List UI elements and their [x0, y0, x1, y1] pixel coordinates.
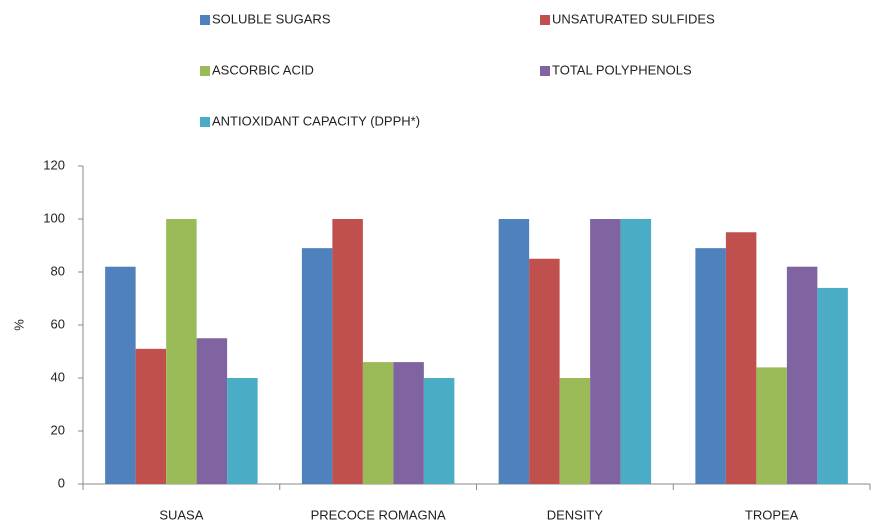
y-tick-label: 60: [51, 316, 65, 331]
x-tick-label: SUASA: [159, 507, 203, 522]
bar: [695, 248, 726, 484]
y-tick-label: 20: [51, 422, 65, 437]
legend-swatch: [200, 15, 210, 25]
legend-swatch: [200, 66, 210, 76]
bar: [756, 367, 787, 484]
y-tick-label: 120: [43, 157, 65, 172]
x-tick-label: DENSITY: [547, 507, 604, 522]
x-tick-label: TROPEA: [745, 507, 799, 522]
legend-label: SOLUBLE SUGARS: [212, 11, 331, 26]
bar: [529, 258, 560, 484]
legend-swatch: [200, 117, 210, 127]
bar: [559, 378, 591, 484]
bar: [590, 219, 621, 484]
bar: [105, 266, 136, 484]
y-tick-label: 100: [43, 210, 65, 225]
legend-label: UNSATURATED SULFIDES: [552, 11, 715, 26]
bar: [332, 219, 363, 484]
legend-label: TOTAL POLYPHENOLS: [552, 62, 692, 77]
bar: [423, 378, 455, 484]
bar: [166, 219, 197, 484]
bar: [620, 219, 652, 484]
legend-label: ANTIOXIDANT CAPACITY (DPPH*): [212, 113, 420, 128]
bar: [362, 362, 394, 484]
bar: [196, 338, 228, 484]
bar: [817, 287, 848, 484]
bar: [786, 266, 818, 484]
bar: [227, 378, 258, 484]
bar: [301, 248, 333, 484]
y-axis-label: %: [11, 319, 26, 331]
bar: [393, 362, 424, 484]
bar: [725, 232, 757, 484]
legend-swatch: [540, 66, 550, 76]
x-tick-label: PRECOCE ROMAGNA: [311, 507, 446, 522]
y-tick-label: 80: [51, 263, 65, 278]
bar: [498, 219, 530, 484]
legend-label: ASCORBIC ACID: [212, 62, 314, 77]
y-tick-label: 40: [51, 369, 65, 384]
legend-swatch: [540, 15, 550, 25]
y-tick-label: 0: [58, 475, 65, 490]
bar: [135, 348, 167, 484]
